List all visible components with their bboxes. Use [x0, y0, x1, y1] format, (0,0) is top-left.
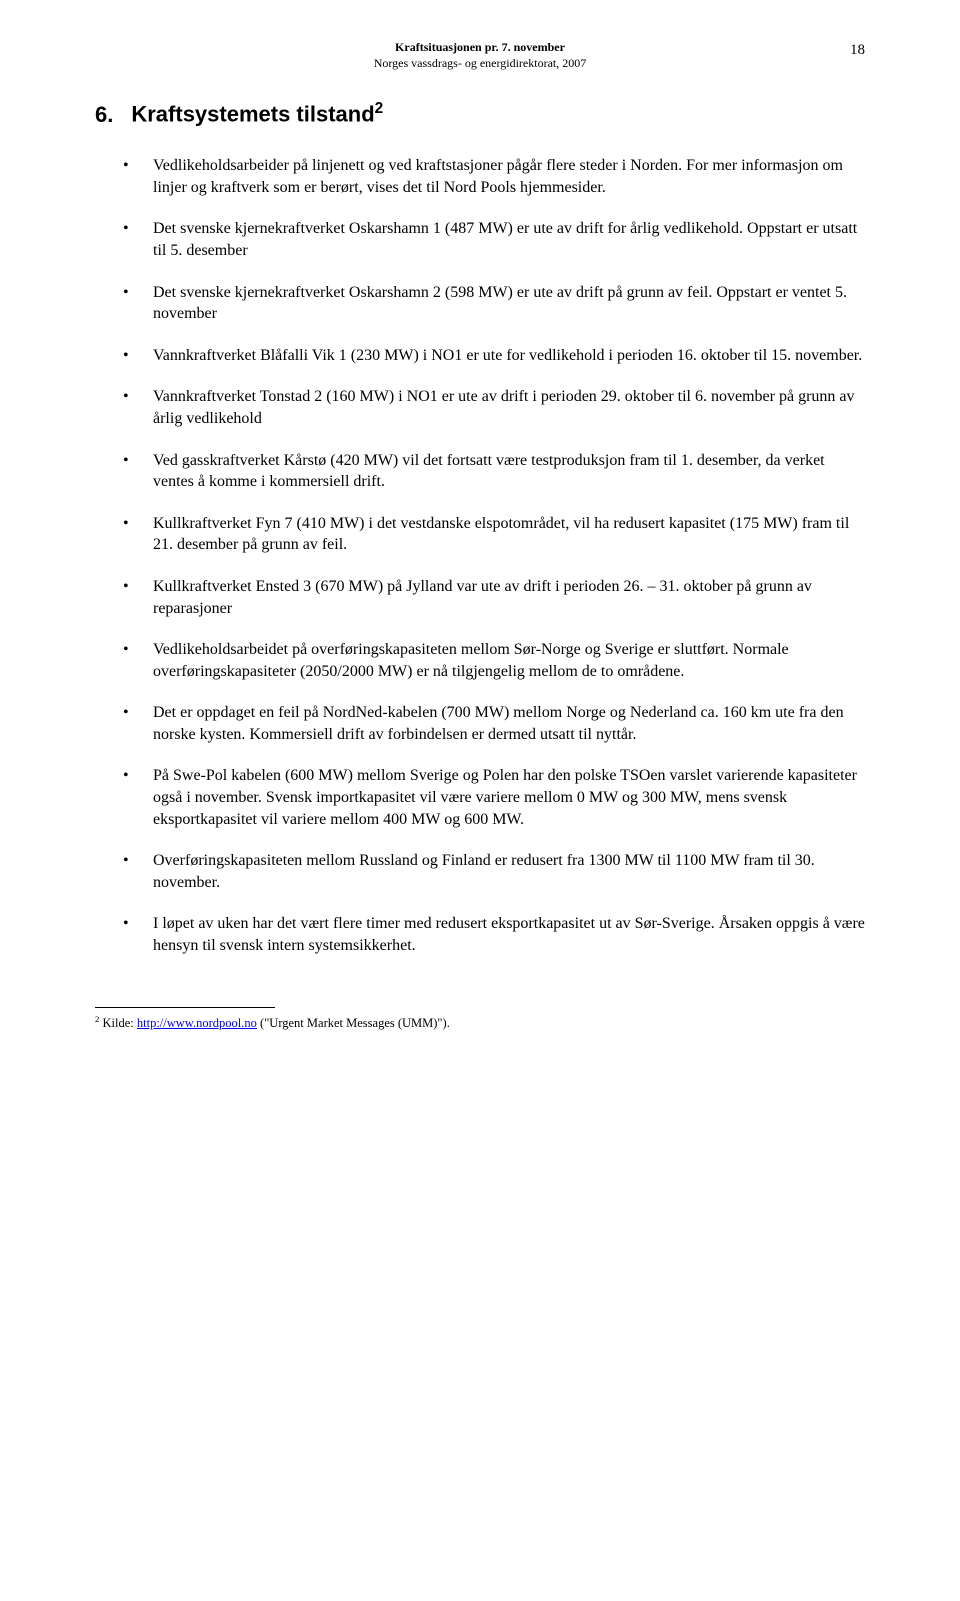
footnote-link[interactable]: http://www.nordpool.no — [137, 1016, 257, 1030]
section-title: Kraftsystemets tilstand — [131, 102, 374, 127]
list-item: Det svenske kjernekraftverket Oskarshamn… — [123, 282, 865, 325]
footnote-prefix: Kilde: — [99, 1016, 137, 1030]
footnote: 2 Kilde: http://www.nordpool.no ("Urgent… — [95, 1014, 865, 1031]
list-item: Vannkraftverket Tonstad 2 (160 MW) i NO1… — [123, 386, 865, 429]
list-item: På Swe-Pol kabelen (600 MW) mellom Sveri… — [123, 765, 865, 830]
list-item: I løpet av uken har det vært flere timer… — [123, 913, 865, 956]
header-subtitle: Norges vassdrags- og energidirektorat, 2… — [95, 56, 865, 72]
list-item: Vedlikeholdsarbeider på linjenett og ved… — [123, 155, 865, 198]
list-item: Kullkraftverket Ensted 3 (670 MW) på Jyl… — [123, 576, 865, 619]
list-item: Ved gasskraftverket Kårstø (420 MW) vil … — [123, 450, 865, 493]
document-header: Kraftsituasjonen pr. 7. november Norges … — [95, 40, 865, 71]
list-item: Det svenske kjernekraftverket Oskarshamn… — [123, 218, 865, 261]
section-heading: 6. Kraftsystemets tilstand2 — [95, 99, 865, 129]
bullet-list: Vedlikeholdsarbeider på linjenett og ved… — [123, 155, 865, 956]
footnote-separator — [95, 1007, 275, 1008]
section-superscript: 2 — [375, 100, 384, 117]
list-item: Det er oppdaget en feil på NordNed-kabel… — [123, 702, 865, 745]
list-item: Vannkraftverket Blåfalli Vik 1 (230 MW) … — [123, 345, 865, 367]
list-item: Overføringskapasiteten mellom Russland o… — [123, 850, 865, 893]
header-title: Kraftsituasjonen pr. 7. november — [95, 40, 865, 56]
footnote-suffix: ("Urgent Market Messages (UMM)"). — [257, 1016, 450, 1030]
list-item: Vedlikeholdsarbeidet på overføringskapas… — [123, 639, 865, 682]
list-item: Kullkraftverket Fyn 7 (410 MW) i det ves… — [123, 513, 865, 556]
section-number: 6. — [95, 102, 113, 127]
page-number: 18 — [850, 40, 865, 60]
